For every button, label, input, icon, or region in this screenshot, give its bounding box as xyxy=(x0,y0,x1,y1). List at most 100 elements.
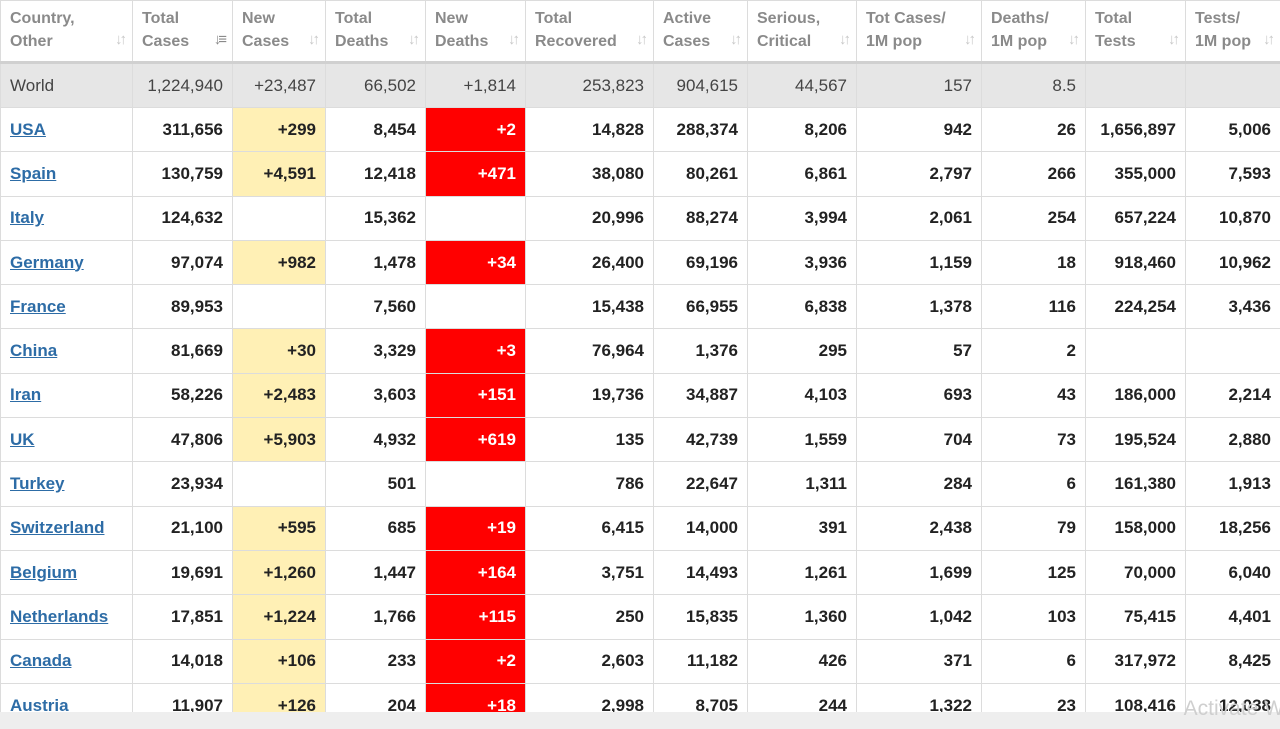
table-row: Canada 14,018 +106 233 +2 2,603 11,182 426 371 6 3… xyxy=(0,638,1280,684)
country-link[interactable]: Iran xyxy=(10,385,42,405)
cell-total-deaths: 12,418 xyxy=(325,151,426,197)
cell-tests-per-1m: 7,593 xyxy=(1185,151,1280,197)
sort-arrows-icon[interactable]: ↓↑ xyxy=(308,31,320,48)
country-link[interactable]: Germany xyxy=(10,252,84,272)
cell-tot-cases-per-1m: 284 xyxy=(856,461,982,507)
cell-total-tests: 158,000 xyxy=(1085,505,1186,551)
header-label-line2: 1M pop xyxy=(866,33,922,50)
cell-new-deaths: +2 xyxy=(425,106,526,153)
cell-tot-cases-per-1m: 57 xyxy=(856,328,982,374)
country-link[interactable]: Turkey xyxy=(10,474,65,494)
header-tests-per-1m[interactable]: Tests/1M pop ↓↑ xyxy=(1185,0,1280,64)
cell-new-deaths: +3 xyxy=(425,328,526,374)
cell-total-cases: 11,907 xyxy=(132,682,233,712)
header-active-cases[interactable]: Active Cases ↓↑ xyxy=(653,0,748,64)
sort-arrows-icon[interactable]: ↓↑ xyxy=(508,31,520,48)
cell-total-tests: 657,224 xyxy=(1085,195,1186,241)
cell-new-cases: +5,903 xyxy=(232,417,326,463)
cell-total-recovered: 2,603 xyxy=(525,638,654,684)
cell-new-deaths xyxy=(425,461,526,507)
cell-new-deaths: +34 xyxy=(425,239,526,286)
covid-table-container: Country, Other ↓↑ Total Cases ↓≡ New Cases ↓↑ Tot… xyxy=(0,0,1280,712)
sort-arrows-icon[interactable]: ↓↑ xyxy=(964,31,976,48)
country-link[interactable]: UK xyxy=(10,429,35,449)
sort-arrows-icon[interactable]: ↓↑ xyxy=(1168,31,1180,48)
cell-new-deaths: +2 xyxy=(425,638,526,684)
table-row: China 81,669 +30 3,329 +3 76,964 1,376 295 57 2 xyxy=(0,328,1280,374)
sort-arrows-icon[interactable]: ↓↑ xyxy=(408,31,420,48)
sort-arrows-icon[interactable]: ↓↑ xyxy=(1068,31,1080,48)
country-link[interactable]: France xyxy=(10,296,66,316)
table-row: France 89,953 7,560 15,438 66,955 6,838 1,378 1… xyxy=(0,284,1280,330)
cell-country-other: Iran xyxy=(0,372,133,419)
header-deaths-per-1m[interactable]: Deaths/1M pop ↓↑ xyxy=(981,0,1086,64)
world-tot-cases-per-1m: 157 xyxy=(856,62,982,108)
header-label-line2: 1M pop xyxy=(991,33,1047,50)
cell-total-tests: 186,000 xyxy=(1085,372,1186,419)
cell-serious-critical: 1,261 xyxy=(747,549,857,596)
country-link[interactable]: Canada xyxy=(10,651,72,671)
country-link[interactable]: China xyxy=(10,341,58,361)
header-new-deaths[interactable]: New Deaths ↓↑ xyxy=(425,0,526,64)
cell-new-cases: +595 xyxy=(232,505,326,551)
table-row: Belgium 19,691 +1,260 1,447 +164 3,751 14,493 1… xyxy=(0,549,1280,596)
cell-total-recovered: 3,751 xyxy=(525,549,654,596)
header-new-cases[interactable]: New Cases ↓↑ xyxy=(232,0,326,64)
cell-total-recovered: 786 xyxy=(525,461,654,507)
cell-tests-per-1m: 2,214 xyxy=(1185,372,1280,419)
header-total-tests[interactable]: Total Tests ↓↑ xyxy=(1085,0,1186,64)
cell-tot-cases-per-1m: 1,378 xyxy=(856,284,982,330)
country-link[interactable]: Switzerland xyxy=(10,518,105,538)
header-label-line2: Recovered xyxy=(535,33,617,50)
sort-arrows-icon[interactable]: ↓↑ xyxy=(730,31,742,48)
header-total-deaths[interactable]: Total Deaths ↓↑ xyxy=(325,0,426,64)
sort-descending-icon[interactable]: ↓≡ xyxy=(213,31,227,48)
world-active-cases: 904,615 xyxy=(653,62,748,108)
cell-tot-cases-per-1m: 2,438 xyxy=(856,505,982,551)
sort-arrows-icon[interactable]: ↓↑ xyxy=(1263,31,1275,48)
cell-deaths-per-1m: 43 xyxy=(981,372,1086,419)
world-total-recovered: 253,823 xyxy=(525,62,654,108)
country-link[interactable]: USA xyxy=(10,119,46,139)
cell-active-cases: 42,739 xyxy=(653,417,748,463)
country-link[interactable]: Italy xyxy=(10,208,45,228)
cell-total-tests xyxy=(1085,328,1186,374)
header-label-line1: Tests/ xyxy=(1195,10,1241,27)
header-label-line1: New xyxy=(435,10,468,27)
header-total-cases[interactable]: Total Cases ↓≡ xyxy=(132,0,233,64)
cell-total-recovered: 6,415 xyxy=(525,505,654,551)
cell-total-cases: 89,953 xyxy=(132,284,233,330)
sort-arrows-icon[interactable]: ↓↑ xyxy=(115,31,127,48)
cell-total-deaths: 685 xyxy=(325,505,426,551)
country-link[interactable]: Spain xyxy=(10,163,57,183)
cell-total-recovered: 2,998 xyxy=(525,682,654,712)
cell-tests-per-1m: 2,880 xyxy=(1185,417,1280,463)
cell-serious-critical: 6,838 xyxy=(747,284,857,330)
sort-arrows-icon[interactable]: ↓↑ xyxy=(839,31,851,48)
country-link[interactable]: Belgium xyxy=(10,562,78,582)
cell-serious-critical: 8,206 xyxy=(747,106,857,153)
cell-total-deaths: 1,447 xyxy=(325,549,426,596)
country-link[interactable]: Netherlands xyxy=(10,606,109,626)
cell-country-other: Canada xyxy=(0,638,133,684)
table-row: Germany 97,074 +982 1,478 +34 26,400 69,196 3,9… xyxy=(0,239,1280,286)
header-total-recovered[interactable]: Total Recovered ↓↑ xyxy=(525,0,654,64)
cell-total-tests: 75,415 xyxy=(1085,594,1186,640)
horizontal-scrollbar-track[interactable] xyxy=(0,712,1280,729)
header-country-other[interactable]: Country, Other ↓↑ xyxy=(0,0,133,64)
cell-total-tests: 1,656,897 xyxy=(1085,106,1186,153)
header-label-line2: Other xyxy=(10,33,53,50)
cell-tot-cases-per-1m: 1,322 xyxy=(856,682,982,712)
country-link[interactable]: Austria xyxy=(10,695,69,713)
cell-tests-per-1m: 8,425 xyxy=(1185,638,1280,684)
cell-serious-critical: 1,559 xyxy=(747,417,857,463)
cell-active-cases: 288,374 xyxy=(653,106,748,153)
header-serious-critical[interactable]: Serious, Critical ↓↑ xyxy=(747,0,857,64)
sort-arrows-icon[interactable]: ↓↑ xyxy=(636,31,648,48)
cell-deaths-per-1m: 18 xyxy=(981,239,1086,286)
cell-new-deaths: +471 xyxy=(425,151,526,197)
cell-deaths-per-1m: 2 xyxy=(981,328,1086,374)
cell-total-cases: 58,226 xyxy=(132,372,233,419)
world-total-tests xyxy=(1085,62,1186,108)
header-tot-cases-per-1m[interactable]: Tot Cases/1M pop ↓↑ xyxy=(856,0,982,64)
